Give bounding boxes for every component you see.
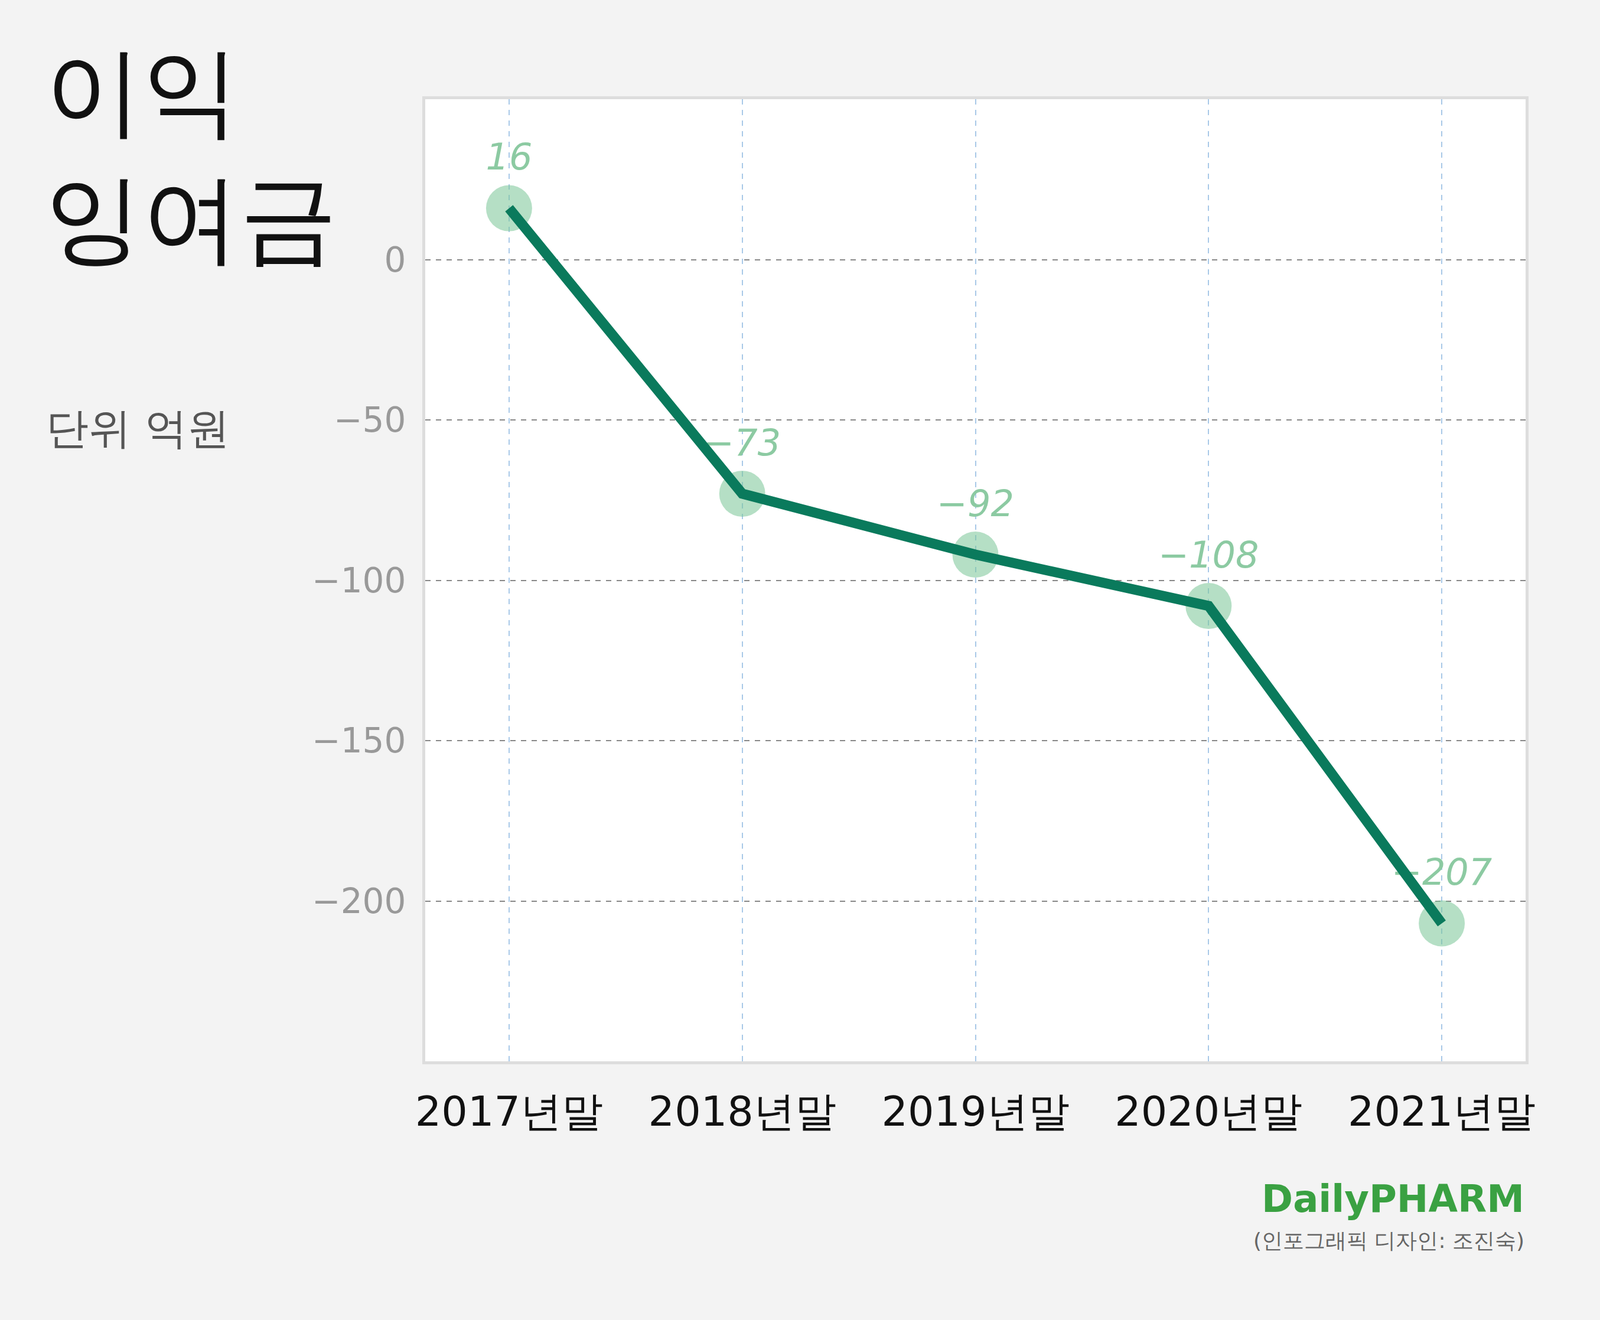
svg-text:16: 16 <box>485 135 533 179</box>
svg-text:−150: −150 <box>311 720 406 761</box>
svg-text:−108: −108 <box>1158 533 1259 577</box>
svg-text:−100: −100 <box>311 560 406 601</box>
svg-text:−50: −50 <box>333 399 406 441</box>
svg-text:(인포그래픽 디자인: 조진숙): (인포그래픽 디자인: 조진숙) <box>1253 1228 1525 1253</box>
svg-text:−207: −207 <box>1391 850 1492 894</box>
svg-text:−200: −200 <box>311 881 406 922</box>
svg-text:단위 억원: 단위 억원 <box>46 403 230 454</box>
svg-text:2021년말: 2021년말 <box>1347 1087 1536 1136</box>
svg-text:2020년말: 2020년말 <box>1114 1087 1303 1136</box>
svg-text:−73: −73 <box>703 421 781 465</box>
svg-text:2017년말: 2017년말 <box>415 1087 604 1136</box>
svg-text:2019년말: 2019년말 <box>881 1087 1070 1136</box>
svg-text:0: 0 <box>383 239 406 280</box>
svg-text:이익잉여금: 이익잉여금 <box>44 34 338 276</box>
svg-text:DailyPHARM: DailyPHARM <box>1261 1177 1525 1221</box>
svg-text:2018년말: 2018년말 <box>648 1087 837 1136</box>
svg-text:−92: −92 <box>936 481 1015 526</box>
